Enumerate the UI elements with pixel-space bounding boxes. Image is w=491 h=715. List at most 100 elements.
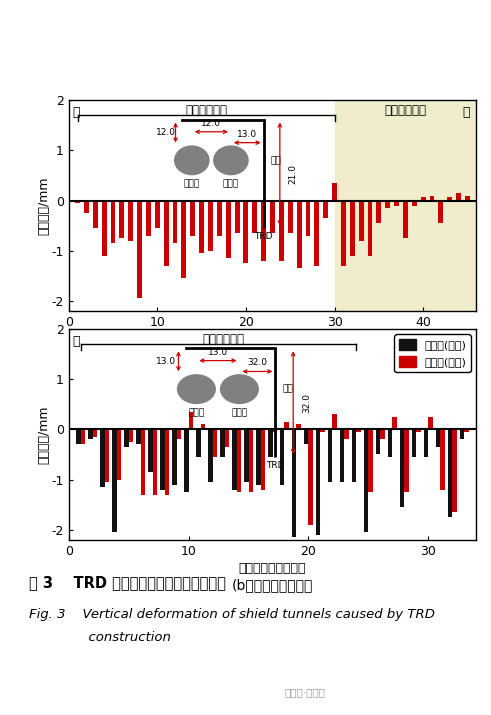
Text: (b）杭州下沙某项目: (b）杭州下沙某项目 bbox=[232, 578, 313, 592]
Bar bbox=[173, 200, 177, 243]
Bar bbox=[100, 429, 105, 487]
Bar bbox=[308, 429, 313, 525]
Bar bbox=[388, 429, 392, 457]
Bar bbox=[284, 422, 289, 429]
Bar bbox=[172, 429, 177, 485]
Bar bbox=[84, 200, 89, 213]
Y-axis label: 竖向位移/mm: 竖向位移/mm bbox=[37, 177, 50, 235]
Bar bbox=[153, 429, 157, 495]
Text: 东: 东 bbox=[463, 107, 470, 119]
Bar bbox=[464, 429, 469, 432]
Legend: 上行线(南线), 下行线(北线): 上行线(南线), 下行线(北线) bbox=[394, 335, 471, 372]
Bar bbox=[292, 429, 297, 537]
Bar bbox=[304, 429, 308, 445]
Bar bbox=[261, 429, 265, 490]
Text: 东: 东 bbox=[463, 335, 470, 348]
Bar bbox=[452, 429, 457, 512]
Bar bbox=[460, 429, 464, 440]
Bar bbox=[368, 200, 372, 256]
Bar bbox=[381, 429, 385, 440]
Bar bbox=[430, 195, 435, 200]
Bar bbox=[137, 200, 142, 298]
Bar bbox=[428, 417, 433, 429]
Bar bbox=[224, 429, 229, 447]
Bar bbox=[328, 429, 332, 482]
Bar bbox=[191, 200, 195, 236]
Text: 图 3    TRD 成墙导致的盾构隧道竖向变形: 图 3 TRD 成墙导致的盾构隧道竖向变形 bbox=[29, 576, 226, 591]
Bar bbox=[105, 429, 109, 482]
Bar bbox=[412, 429, 416, 457]
Text: (a）杭州彭埠某项目: (a）杭州彭埠某项目 bbox=[232, 349, 313, 363]
Bar bbox=[124, 429, 129, 447]
Bar bbox=[237, 429, 241, 492]
Bar bbox=[314, 200, 319, 266]
Bar bbox=[352, 429, 356, 482]
Bar bbox=[421, 197, 426, 200]
Bar bbox=[164, 200, 168, 266]
Bar bbox=[213, 429, 217, 457]
Bar bbox=[305, 200, 310, 236]
Bar bbox=[76, 429, 81, 445]
Bar bbox=[358, 200, 363, 241]
Bar bbox=[244, 200, 248, 263]
Bar bbox=[332, 414, 337, 429]
Bar bbox=[376, 429, 381, 455]
Bar bbox=[403, 200, 408, 238]
Bar bbox=[377, 200, 381, 223]
X-axis label: 地铁设施监测点编号: 地铁设施监测点编号 bbox=[239, 333, 306, 346]
Bar bbox=[160, 429, 164, 490]
Bar bbox=[189, 412, 193, 429]
Bar bbox=[261, 200, 266, 261]
Bar bbox=[75, 200, 80, 203]
Bar bbox=[297, 200, 301, 268]
Y-axis label: 竖向位移/mm: 竖向位移/mm bbox=[37, 405, 50, 463]
Bar bbox=[112, 429, 117, 532]
Bar bbox=[235, 200, 240, 233]
Bar bbox=[88, 429, 93, 440]
Bar bbox=[344, 429, 349, 440]
Bar bbox=[81, 429, 85, 445]
Bar bbox=[93, 200, 98, 228]
Bar bbox=[208, 200, 213, 251]
Bar bbox=[385, 200, 390, 208]
Bar bbox=[148, 429, 153, 472]
Bar bbox=[416, 429, 421, 432]
Text: 盾构隧道范围: 盾构隧道范围 bbox=[203, 333, 245, 346]
Bar bbox=[350, 200, 355, 256]
Bar bbox=[220, 429, 224, 457]
Bar bbox=[117, 429, 121, 480]
Bar bbox=[323, 200, 328, 218]
Bar bbox=[332, 183, 337, 200]
Bar bbox=[146, 200, 151, 236]
Bar bbox=[368, 429, 373, 492]
Bar bbox=[440, 429, 445, 490]
Bar bbox=[456, 193, 461, 200]
Bar bbox=[177, 429, 181, 440]
Bar bbox=[232, 429, 237, 490]
Text: Fig. 3    Vertical deformation of shield tunnels caused by TRD: Fig. 3 Vertical deformation of shield tu… bbox=[29, 608, 436, 621]
Bar bbox=[438, 200, 443, 223]
Bar bbox=[155, 200, 160, 228]
Text: 公众号·工法网: 公众号·工法网 bbox=[285, 687, 326, 697]
Bar bbox=[436, 429, 440, 447]
Text: 西: 西 bbox=[73, 335, 81, 348]
Text: 西: 西 bbox=[73, 107, 81, 119]
Bar bbox=[321, 429, 325, 432]
Bar bbox=[199, 200, 204, 253]
Bar bbox=[140, 429, 145, 495]
Bar bbox=[201, 424, 205, 429]
Text: construction: construction bbox=[29, 631, 171, 644]
Bar bbox=[217, 200, 222, 236]
Bar bbox=[110, 200, 115, 243]
Bar bbox=[424, 429, 428, 457]
Bar bbox=[248, 429, 253, 492]
Bar bbox=[394, 200, 399, 206]
Bar bbox=[268, 429, 273, 457]
Bar bbox=[364, 429, 368, 532]
Bar bbox=[196, 429, 201, 457]
Bar bbox=[412, 200, 417, 206]
Bar bbox=[297, 424, 301, 429]
Bar bbox=[256, 429, 261, 485]
Bar bbox=[129, 429, 133, 442]
Bar bbox=[208, 429, 213, 482]
